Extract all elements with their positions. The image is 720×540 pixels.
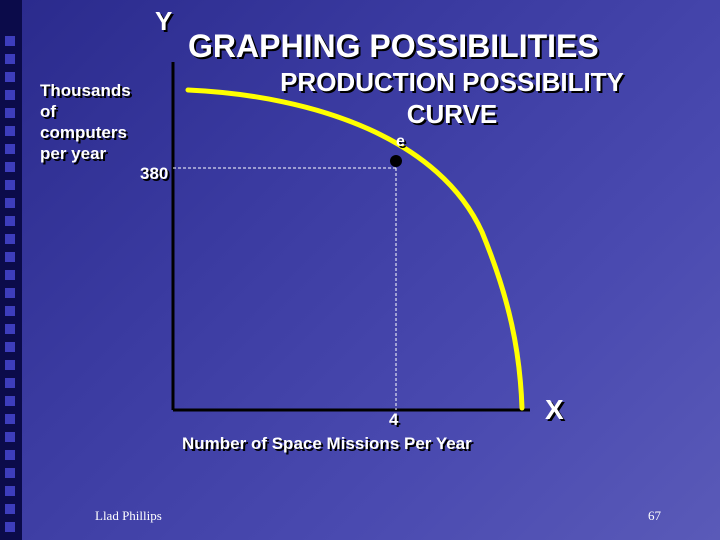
point-e-label: e [396, 133, 405, 150]
decor-square [5, 324, 15, 334]
decor-square [5, 54, 15, 64]
left-decor-strip [0, 0, 22, 540]
chart-subtitle: PRODUCTION POSSIBILITY CURVE [262, 66, 642, 130]
decor-square [5, 468, 15, 478]
decor-square [5, 306, 15, 316]
decor-square [5, 360, 15, 370]
y-axis-label: Thousands of computers per year [40, 80, 131, 164]
subtitle-line-2: CURVE [406, 99, 498, 129]
y-axis-label-line: per year [40, 144, 107, 163]
x-tick-label: 4 [389, 410, 399, 429]
decor-square [5, 108, 15, 118]
y-tick-label: 380 [140, 164, 169, 183]
decor-square [5, 396, 15, 406]
footer-author: Llad Phillips [95, 508, 162, 523]
decor-square [5, 126, 15, 136]
decor-square [5, 270, 15, 280]
production-possibility-curve [185, 87, 525, 411]
decor-square [5, 414, 15, 424]
decor-square [5, 72, 15, 82]
decor-square [5, 450, 15, 460]
decor-square [5, 522, 15, 532]
decor-square [5, 252, 15, 262]
subtitle-line-1: PRODUCTION POSSIBILITY [280, 67, 624, 97]
decor-square [5, 162, 15, 172]
point-e-marker [390, 155, 402, 167]
decor-square [5, 288, 15, 298]
decor-square [5, 180, 15, 190]
decor-square [5, 504, 15, 514]
page-number: 67 [648, 508, 661, 523]
y-axis-letter: Y [155, 6, 173, 36]
decor-square [5, 342, 15, 352]
decor-square [5, 432, 15, 442]
y-axis-label-line: computers [40, 123, 127, 142]
y-axis-label-line: Thousands [40, 81, 131, 100]
slide-title: GRAPHING POSSIBILITIES [188, 28, 599, 64]
decor-square [5, 234, 15, 244]
decor-square [5, 198, 15, 208]
decor-square [5, 378, 15, 388]
y-axis-label-line: of [40, 102, 57, 121]
decor-square [5, 216, 15, 226]
decor-square [5, 144, 15, 154]
decor-square [5, 486, 15, 496]
decor-square [5, 90, 15, 100]
decor-square [5, 36, 15, 46]
x-axis-letter: X [545, 394, 564, 425]
x-axis-label: Number of Space Missions Per Year [182, 434, 472, 453]
